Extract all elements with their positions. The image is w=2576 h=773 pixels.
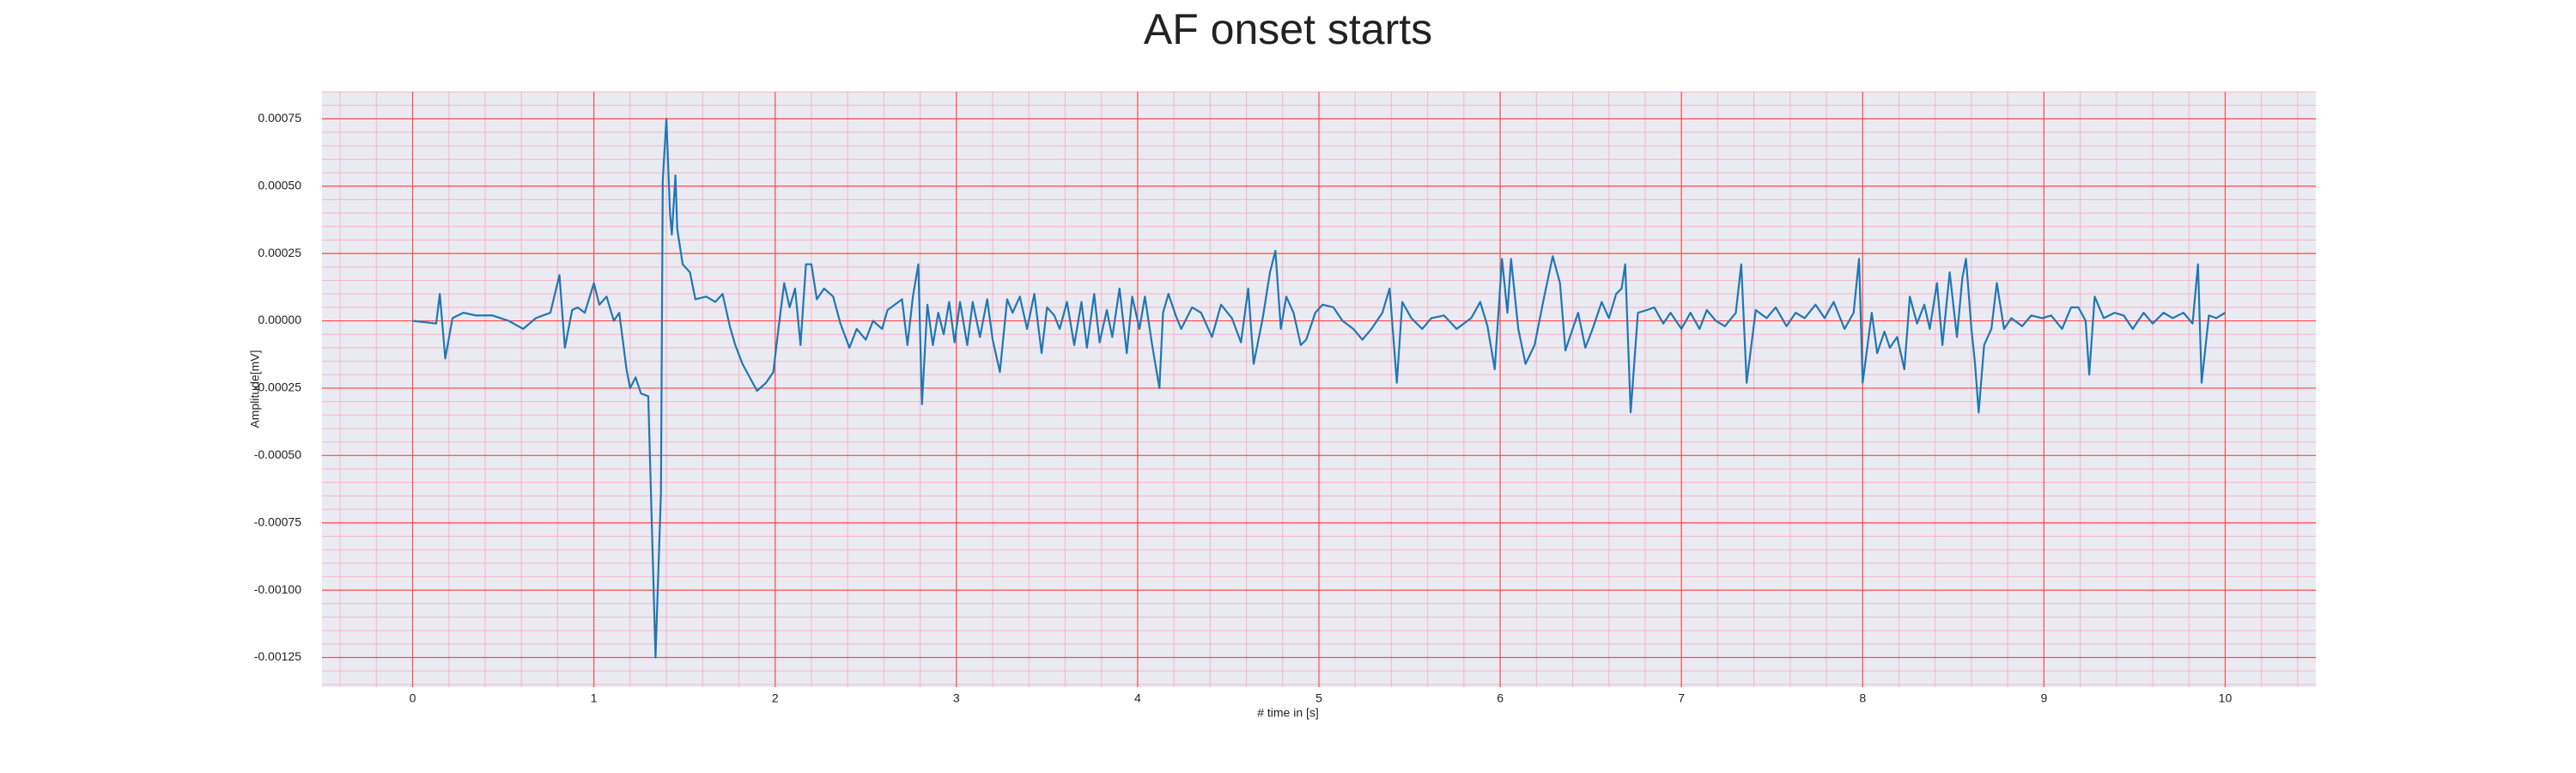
y-tick-label: 0.00000 bbox=[258, 313, 301, 326]
y-tick-label: 0.00075 bbox=[258, 111, 301, 125]
y-tick-label: -0.00050 bbox=[254, 447, 301, 461]
signal-line bbox=[412, 118, 2227, 659]
marks bbox=[412, 118, 2227, 659]
x-tick-label: 4 bbox=[1134, 691, 1141, 705]
x-tick-label: 7 bbox=[1678, 691, 1685, 705]
y-tick-label: -0.00025 bbox=[254, 380, 301, 394]
x-axis-label: # time in [s] bbox=[1257, 706, 1319, 720]
y-tick-label: -0.00125 bbox=[254, 649, 301, 663]
x-tick-label: 2 bbox=[772, 691, 779, 705]
x-tick-label: 9 bbox=[2040, 691, 2047, 705]
x-tick-label: 6 bbox=[1497, 691, 1504, 705]
y-tick-label: 0.00050 bbox=[258, 178, 301, 192]
grid bbox=[322, 91, 2316, 687]
y-tick-label: 0.00025 bbox=[258, 246, 301, 259]
y-tick-label: -0.00075 bbox=[254, 514, 301, 528]
y-axis-label: Amplitude[mV] bbox=[248, 350, 262, 428]
x-tick-label: 10 bbox=[2219, 691, 2233, 705]
x-tick-label: 0 bbox=[410, 691, 416, 705]
x-tick-label: 3 bbox=[953, 691, 960, 705]
y-tick-label: -0.00100 bbox=[254, 582, 301, 596]
x-tick-label: 8 bbox=[1859, 691, 1866, 705]
x-tick-label: 1 bbox=[591, 691, 598, 705]
chart-title: AF onset starts bbox=[1144, 5, 1432, 53]
labels: 0 1 2 3 4 5 6 7 8 9 10 -0.00125 -0.00100 -0.00075 -0.0… bbox=[254, 111, 2233, 705]
x-tick-label: 5 bbox=[1315, 691, 1322, 705]
